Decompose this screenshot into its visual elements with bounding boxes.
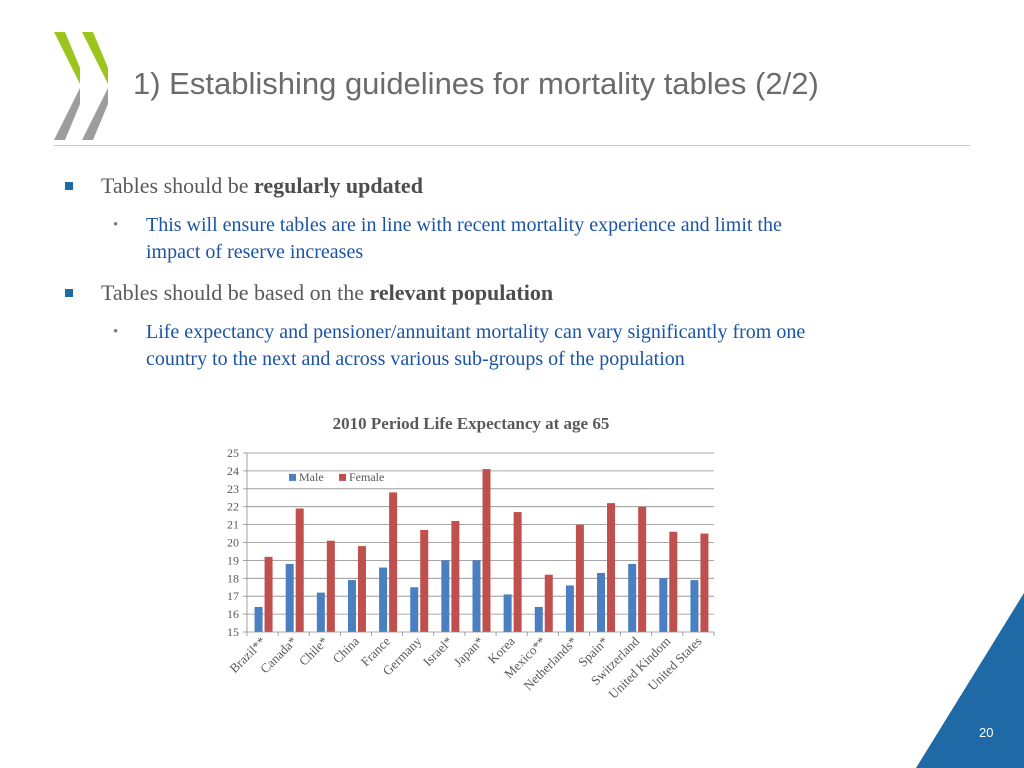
- chart-title: 2010 Period Life Expectancy at age 65: [333, 414, 610, 433]
- legend-swatch-male: [289, 473, 296, 481]
- y-tick-label: 19: [227, 553, 239, 567]
- bullet-1-emphasis: regularly updated: [254, 173, 423, 198]
- y-tick-label: 16: [227, 607, 239, 621]
- y-tick-label: 21: [227, 518, 239, 532]
- bar-male-7: [472, 560, 481, 632]
- bar-male-6: [441, 560, 450, 632]
- bullet-1-sub: This will ensure tables are in line with…: [146, 214, 782, 236]
- page-number: 20: [979, 725, 994, 740]
- bar-male-3: [347, 580, 356, 632]
- y-tick-label: 25: [227, 446, 239, 460]
- bullet-1-text: Tables should be regularly updated: [101, 173, 423, 198]
- bar-female-4: [389, 492, 398, 632]
- bar-male-10: [565, 585, 574, 632]
- bar-female-13: [669, 531, 678, 632]
- bar-female-10: [575, 524, 584, 632]
- title-divider: [54, 145, 970, 146]
- bar-female-2: [326, 540, 335, 632]
- bar-male-9: [534, 606, 543, 632]
- bar-male-5: [410, 587, 419, 632]
- legend-label-male: Male: [299, 470, 324, 484]
- slide-title: 1) Establishing guidelines for mortality…: [133, 66, 819, 101]
- bar-female-7: [482, 469, 491, 632]
- round-bullet-icon: •: [113, 217, 119, 233]
- legend-swatch-female: [339, 473, 346, 481]
- x-tick-label: Japan*: [450, 634, 486, 670]
- bar-male-1: [285, 563, 294, 632]
- chevron-logo-icon: [54, 32, 108, 140]
- life-expectancy-chart: 2010 Period Life Expectancy at age 65 15…: [226, 414, 715, 702]
- square-bullet-icon: [65, 289, 73, 297]
- bar-female-14: [700, 533, 709, 632]
- y-tick-label: 17: [227, 589, 239, 603]
- y-tick-label: 15: [227, 625, 239, 639]
- x-tick-label: Israel*: [420, 634, 456, 670]
- bar-female-1: [295, 508, 304, 632]
- bullet-2-text: Tables should be based on the relevant p…: [101, 280, 554, 305]
- bar-female-3: [357, 546, 366, 632]
- bar-male-13: [659, 578, 668, 632]
- bar-female-6: [451, 521, 460, 632]
- bar-male-12: [628, 563, 637, 632]
- y-tick-label: 23: [227, 482, 239, 496]
- bullet-2-emphasis: relevant population: [369, 280, 554, 305]
- bar-female-11: [607, 503, 616, 632]
- y-tick-label: 20: [227, 536, 239, 550]
- bullet-2-sub: Life expectancy and pensioner/annuitant …: [146, 321, 806, 343]
- bar-male-8: [503, 594, 512, 632]
- bar-female-8: [513, 512, 522, 632]
- x-tick-label: Chile*: [296, 634, 331, 669]
- y-tick-label: 18: [227, 571, 239, 585]
- corner-triangle: [916, 593, 1024, 768]
- y-tick-label: 24: [227, 464, 239, 478]
- bar-female-12: [638, 506, 647, 632]
- bar-male-0: [254, 606, 263, 632]
- bar-male-14: [690, 580, 699, 632]
- square-bullet-icon: [65, 182, 73, 190]
- bar-female-5: [420, 529, 429, 632]
- bar-female-9: [544, 574, 553, 632]
- y-tick-label: 22: [227, 500, 239, 514]
- bar-male-2: [316, 592, 325, 632]
- x-tick-label: China: [330, 633, 363, 666]
- bullet-2-sub-cont: country to the next and across various s…: [146, 348, 685, 370]
- bar-male-11: [597, 572, 606, 632]
- legend-label-female: Female: [349, 470, 384, 484]
- bullet-1-sub-cont: impact of reserve increases: [146, 241, 364, 263]
- round-bullet-icon: •: [113, 324, 119, 340]
- bar-male-4: [379, 567, 388, 632]
- bar-female-0: [264, 556, 273, 632]
